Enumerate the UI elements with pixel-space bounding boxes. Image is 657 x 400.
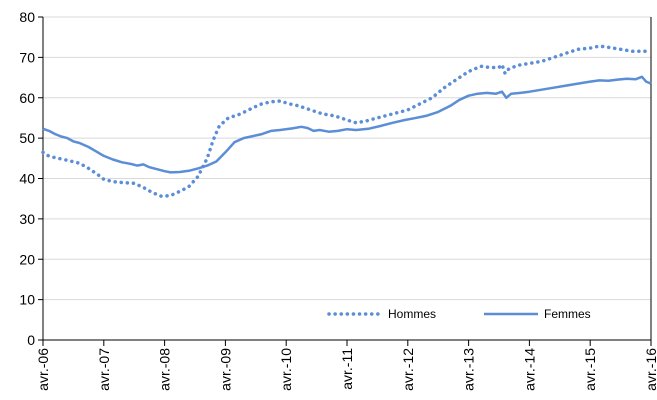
y-tick-label: 40 [19, 171, 35, 187]
x-tick-label: avr.-06 [35, 348, 51, 391]
x-tick-label: avr.-13 [461, 348, 477, 391]
legend: Hommes Femmes [327, 307, 591, 321]
y-tick-labels: 0 10 20 30 40 50 60 70 80 [19, 9, 35, 348]
legend-label-hommes: Hommes [388, 307, 436, 321]
gridlines [43, 16, 651, 301]
y-tick-label: 80 [19, 9, 35, 25]
series-line-hommes [41, 44, 653, 199]
x-tick-label: avr.-10 [278, 348, 294, 391]
series-line-femmes [42, 75, 652, 174]
x-tick-labels: avr.-06 avr.-07 avr.-08 avr.-09 avr.-10 avr.-… [35, 348, 657, 391]
y-tick-label: 20 [19, 251, 35, 267]
y-tick-label: 70 [19, 49, 35, 65]
y-tick-label: 0 [27, 332, 35, 348]
x-tick-label: avr.-08 [157, 348, 173, 391]
x-tick-label: avr.-12 [400, 348, 416, 391]
legend-label-femmes: Femmes [544, 307, 591, 321]
y-tick-label: 10 [19, 292, 35, 308]
x-tick-label: avr.-16 [643, 348, 657, 391]
x-tick-label: avr.-15 [582, 348, 598, 391]
y-tick-label: 30 [19, 211, 35, 227]
x-tick-label: avr.-14 [521, 348, 537, 391]
y-tick-label: 50 [19, 130, 35, 146]
y-tick-label: 60 [19, 90, 35, 106]
series-lines [41, 44, 653, 199]
axes [38, 16, 652, 346]
x-tick-label: avr.-11 [339, 348, 355, 390]
x-tick-label: avr.-09 [217, 348, 233, 391]
x-tick-label: avr.-07 [96, 348, 112, 391]
